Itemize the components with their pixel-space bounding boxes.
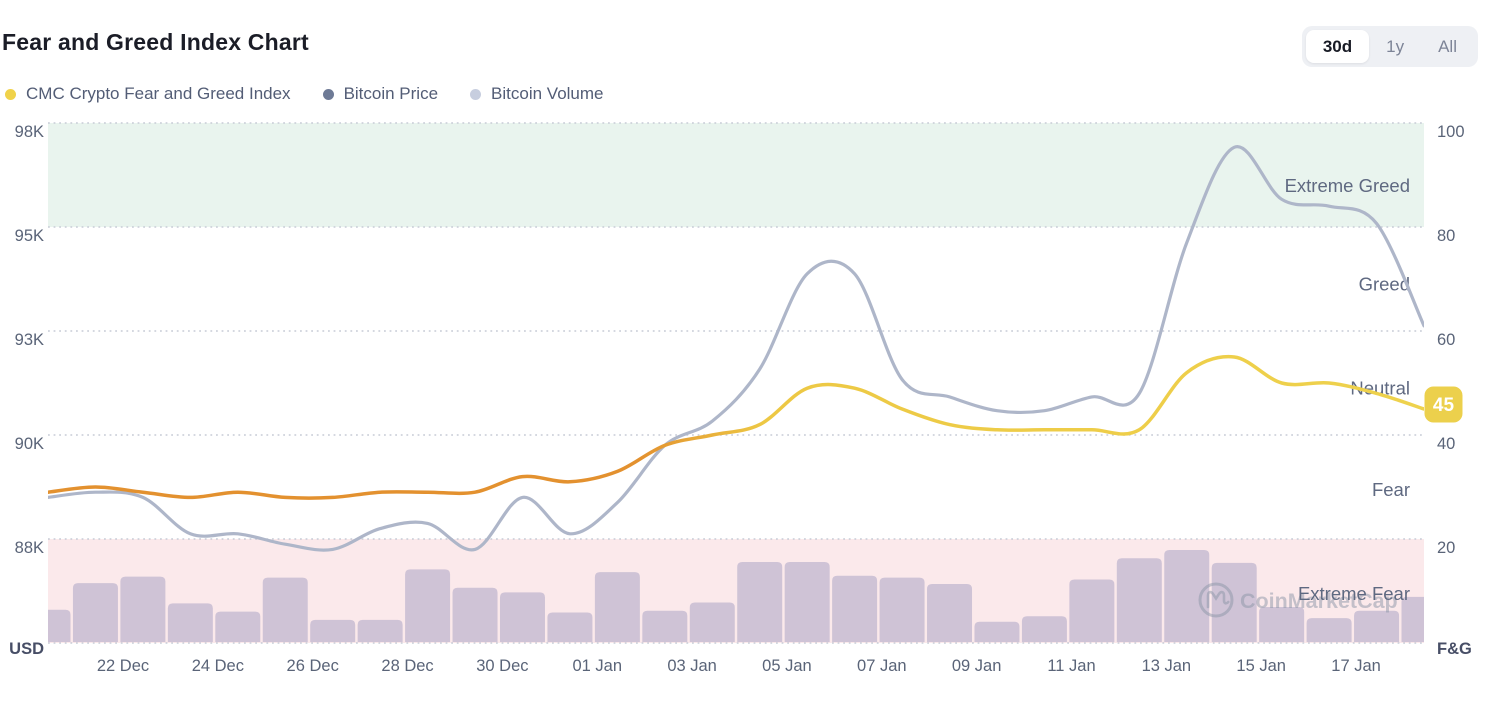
x-axis-label: 30 Dec xyxy=(476,657,528,675)
fng-value-badge: 45 xyxy=(1424,386,1463,423)
volume-bar xyxy=(215,611,261,642)
fng-badge-value: 45 xyxy=(1433,395,1455,416)
coinmarketcap-watermark: CoinMarketCap xyxy=(1198,582,1398,618)
y-axis-left-label: 98K xyxy=(15,123,44,141)
y-axis-right-label: 80 xyxy=(1437,227,1455,245)
zone-label: Extreme Greed xyxy=(1285,175,1410,196)
x-axis-label: 13 Jan xyxy=(1142,657,1192,675)
y-axis-right-unit: F&G xyxy=(1437,640,1472,658)
volume-bar xyxy=(357,619,403,642)
legend-dot-icon xyxy=(470,88,482,100)
x-axis-label: 01 Jan xyxy=(572,657,622,675)
x-axis-label: 11 Jan xyxy=(1047,657,1095,675)
y-axis-right-label: 40 xyxy=(1437,435,1455,453)
volume-bar xyxy=(499,592,545,642)
x-axis-label: 28 Dec xyxy=(381,657,433,675)
legend-label: Bitcoin Volume xyxy=(491,84,604,103)
range-option-30d[interactable]: 30d xyxy=(1305,30,1370,63)
x-axis-label: 24 Dec xyxy=(192,657,244,675)
volume-bar xyxy=(1021,616,1067,642)
y-axis-left-label: 93K xyxy=(15,331,44,349)
zone-label: Neutral xyxy=(1350,378,1410,399)
bitcoin-price-line xyxy=(48,145,1424,552)
volume-bar xyxy=(737,561,783,642)
volume-bar xyxy=(1401,596,1424,642)
volume-bar xyxy=(927,584,973,642)
legend-dot-icon xyxy=(5,88,16,100)
x-axis-label: 22 Dec xyxy=(97,657,149,675)
x-axis-label: 05 Jan xyxy=(762,657,812,675)
volume-bar xyxy=(1069,579,1115,642)
legend-label: Bitcoin Price xyxy=(343,84,439,103)
volume-bar xyxy=(120,576,166,642)
volume-bar xyxy=(594,572,640,642)
volume-bar xyxy=(1211,562,1257,642)
zone-label: Fear xyxy=(1372,479,1410,500)
legend-item-bitcoin-volume[interactable]: Bitcoin Volume xyxy=(470,84,604,104)
x-axis-label: 26 Dec xyxy=(287,657,339,675)
page-title: Fear and Greed Index Chart xyxy=(2,29,309,55)
volume-bar xyxy=(167,603,213,642)
volume-bar xyxy=(974,621,1020,642)
legend-dot-icon xyxy=(322,88,334,100)
chart-legend: CMC Crypto Fear and Greed Index Bitcoin … xyxy=(5,84,604,104)
coinmarketcap-logo-icon xyxy=(1198,582,1234,618)
volume-bar xyxy=(1306,618,1352,642)
volume-bar xyxy=(310,619,356,642)
y-axis-right-label: 60 xyxy=(1437,331,1455,349)
range-option-1y[interactable]: 1y xyxy=(1386,37,1405,56)
x-axis-label: 03 Jan xyxy=(667,657,717,675)
volume-bar xyxy=(1354,610,1400,642)
fng-badge-background xyxy=(1424,386,1463,423)
volume-bar xyxy=(832,575,878,642)
y-axis-right-label: 100 xyxy=(1437,123,1465,141)
volume-bar xyxy=(452,587,498,642)
x-axis-label: 07 Jan xyxy=(857,657,907,675)
legend-item-bitcoin-price[interactable]: Bitcoin Price xyxy=(322,84,439,104)
watermark-text: CoinMarketCap xyxy=(1240,589,1398,613)
y-axis-left-label: 90K xyxy=(15,435,44,453)
x-axis-label: 17 Jan xyxy=(1331,657,1381,675)
volume-bar xyxy=(405,569,451,642)
time-range-selector: 30d 1y All xyxy=(1301,26,1478,67)
volume-bar xyxy=(784,561,830,642)
x-axis-label: 09 Jan xyxy=(952,657,1002,675)
fear-greed-index-line xyxy=(48,354,1424,500)
zone-label: Greed xyxy=(1359,274,1410,295)
volume-bar xyxy=(547,612,593,642)
volume-bar xyxy=(879,577,925,642)
legend-item-fng[interactable]: CMC Crypto Fear and Greed Index xyxy=(5,84,291,104)
y-axis-right-label: 20 xyxy=(1437,539,1455,557)
y-axis-left-unit: USD xyxy=(9,640,44,658)
x-axis-label: 15 Jan xyxy=(1236,657,1286,675)
zone-label: Extreme Fear xyxy=(1298,583,1410,604)
y-axis-left-label: 88K xyxy=(15,539,44,557)
volume-bar xyxy=(1164,550,1210,642)
volume-bar xyxy=(72,583,118,642)
coinmarketcap-logo-m xyxy=(1206,590,1230,609)
y-axis-left-label: 95K xyxy=(15,227,44,245)
legend-label: CMC Crypto Fear and Greed Index xyxy=(26,84,291,103)
volume-bar xyxy=(1116,558,1162,642)
volume-bar xyxy=(48,609,71,642)
range-option-all[interactable]: All xyxy=(1438,37,1457,56)
volume-bar xyxy=(689,602,735,642)
volume-bar xyxy=(642,610,688,642)
volume-bar xyxy=(1259,607,1305,642)
extreme-greed-band xyxy=(48,123,1424,227)
volume-bar xyxy=(262,577,308,642)
